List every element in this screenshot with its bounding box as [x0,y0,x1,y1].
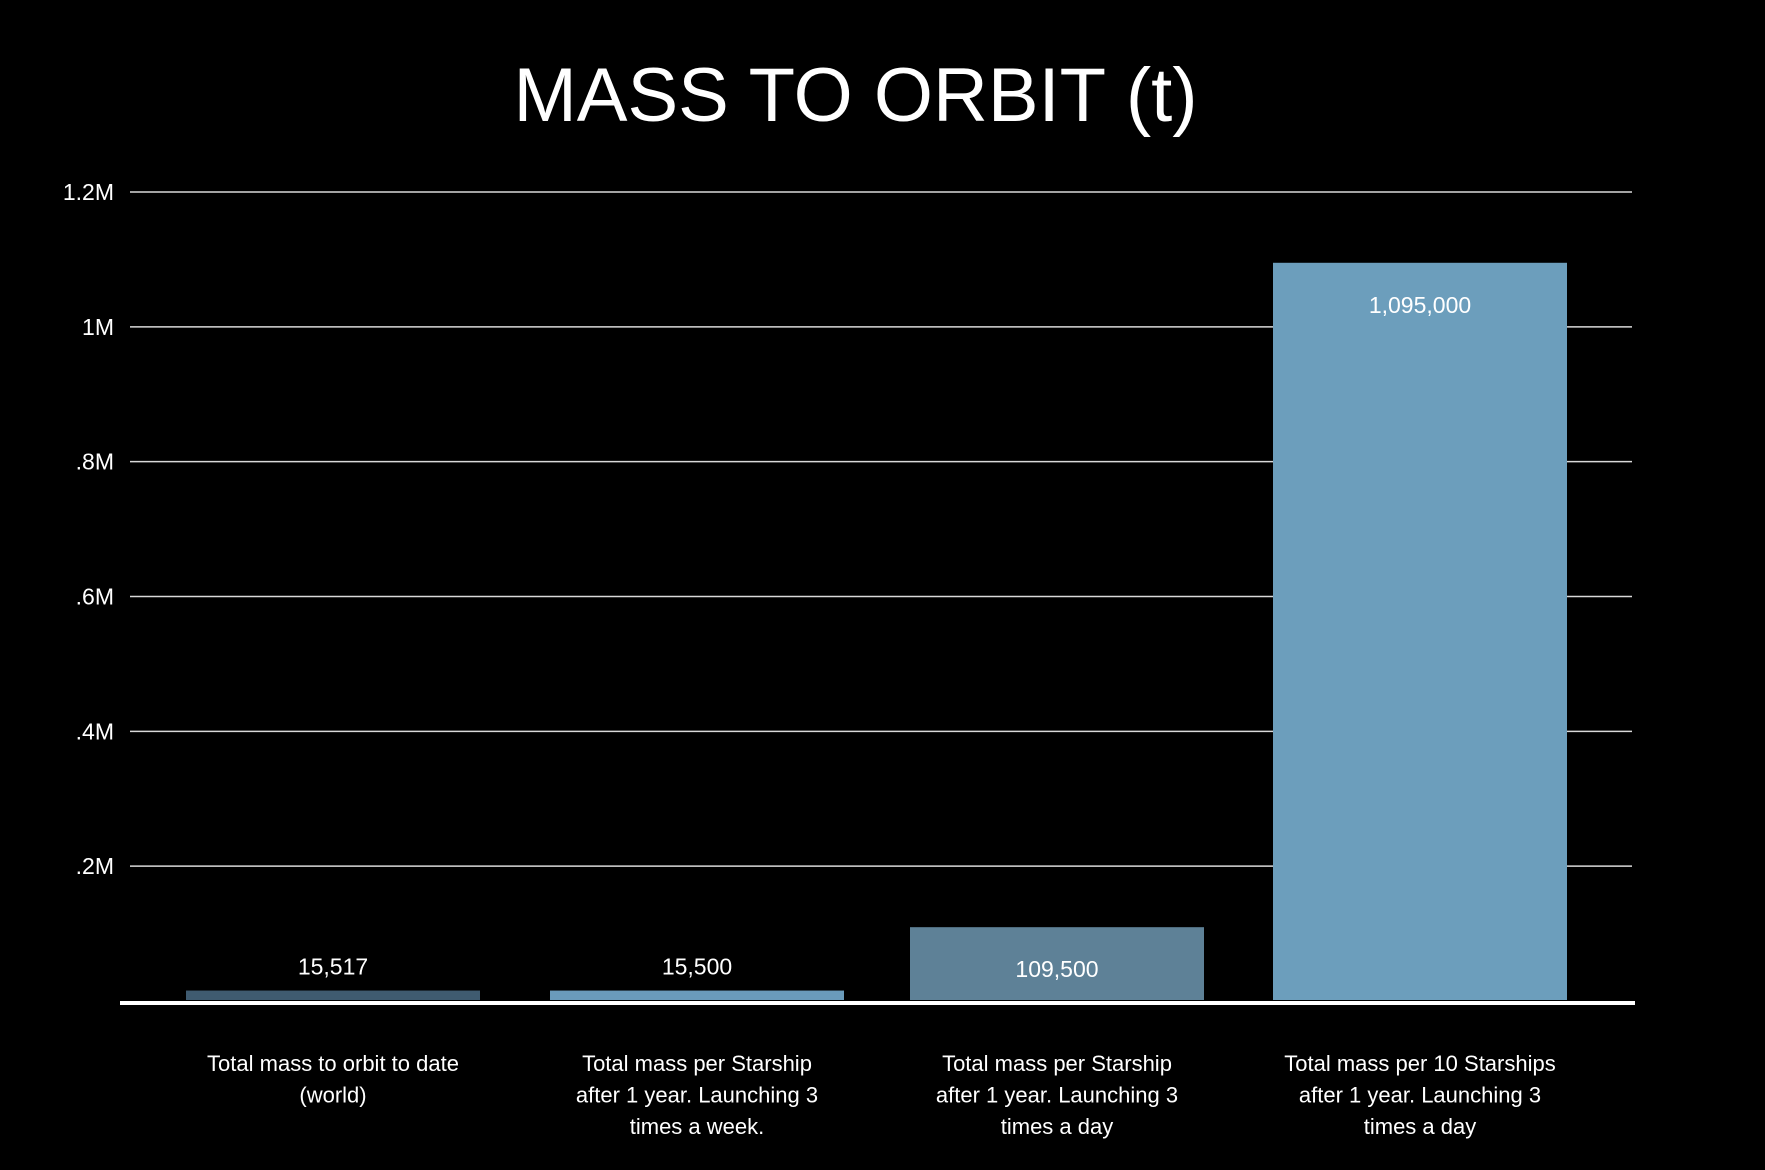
category-label-line: Total mass per 10 Starships [1284,1051,1555,1076]
category-label-line: times a week. [630,1114,765,1139]
category-label-line: Total mass per Starship [582,1051,812,1076]
bar [550,990,844,1000]
data-label: 109,500 [1015,956,1098,982]
category-label: Total mass per Starship after 1 year. Lau… [576,1051,818,1139]
category-label: Total mass per 10 Starships after 1 year.… [1284,1051,1555,1139]
bars [186,262,1567,1001]
category-label-line: after 1 year. Launching 3 [1299,1083,1541,1108]
y-tick-label: 1.2M [63,179,114,205]
y-tick-label: .2M [76,853,114,879]
category-label-line: times a day [1364,1114,1477,1139]
data-label: 1,095,000 [1369,292,1471,318]
y-tick-label: .4M [76,718,114,744]
category-label-line: after 1 year. Launching 3 [936,1083,1178,1108]
category-label-line: times a day [1001,1114,1114,1139]
category-label: Total mass to orbit to date (world) [207,1051,459,1108]
category-label-line: after 1 year. Launching 3 [576,1083,818,1108]
category-label-line: Total mass to orbit to date [207,1051,459,1076]
category-label-line: Total mass per Starship [942,1051,1172,1076]
y-tick-label: .8M [76,449,114,475]
labels: .2M .4M .6M .8M 1M 1.2M 15,517 15,500 109,500 1,0… [63,179,1556,1139]
y-tick-label: 1M [82,314,114,340]
bar [910,927,1204,1000]
chart-title: MASS TO ORBIT (t) [513,53,1198,138]
y-tick-label: .6M [76,584,114,610]
data-label: 15,517 [298,954,368,980]
data-label: 15,500 [662,954,732,980]
category-label-line: (world) [299,1083,366,1108]
bar [1273,262,1567,1001]
bar [186,990,480,1000]
gridlines [130,191,1632,867]
category-label: Total mass per Starship after 1 year. Lau… [936,1051,1178,1139]
